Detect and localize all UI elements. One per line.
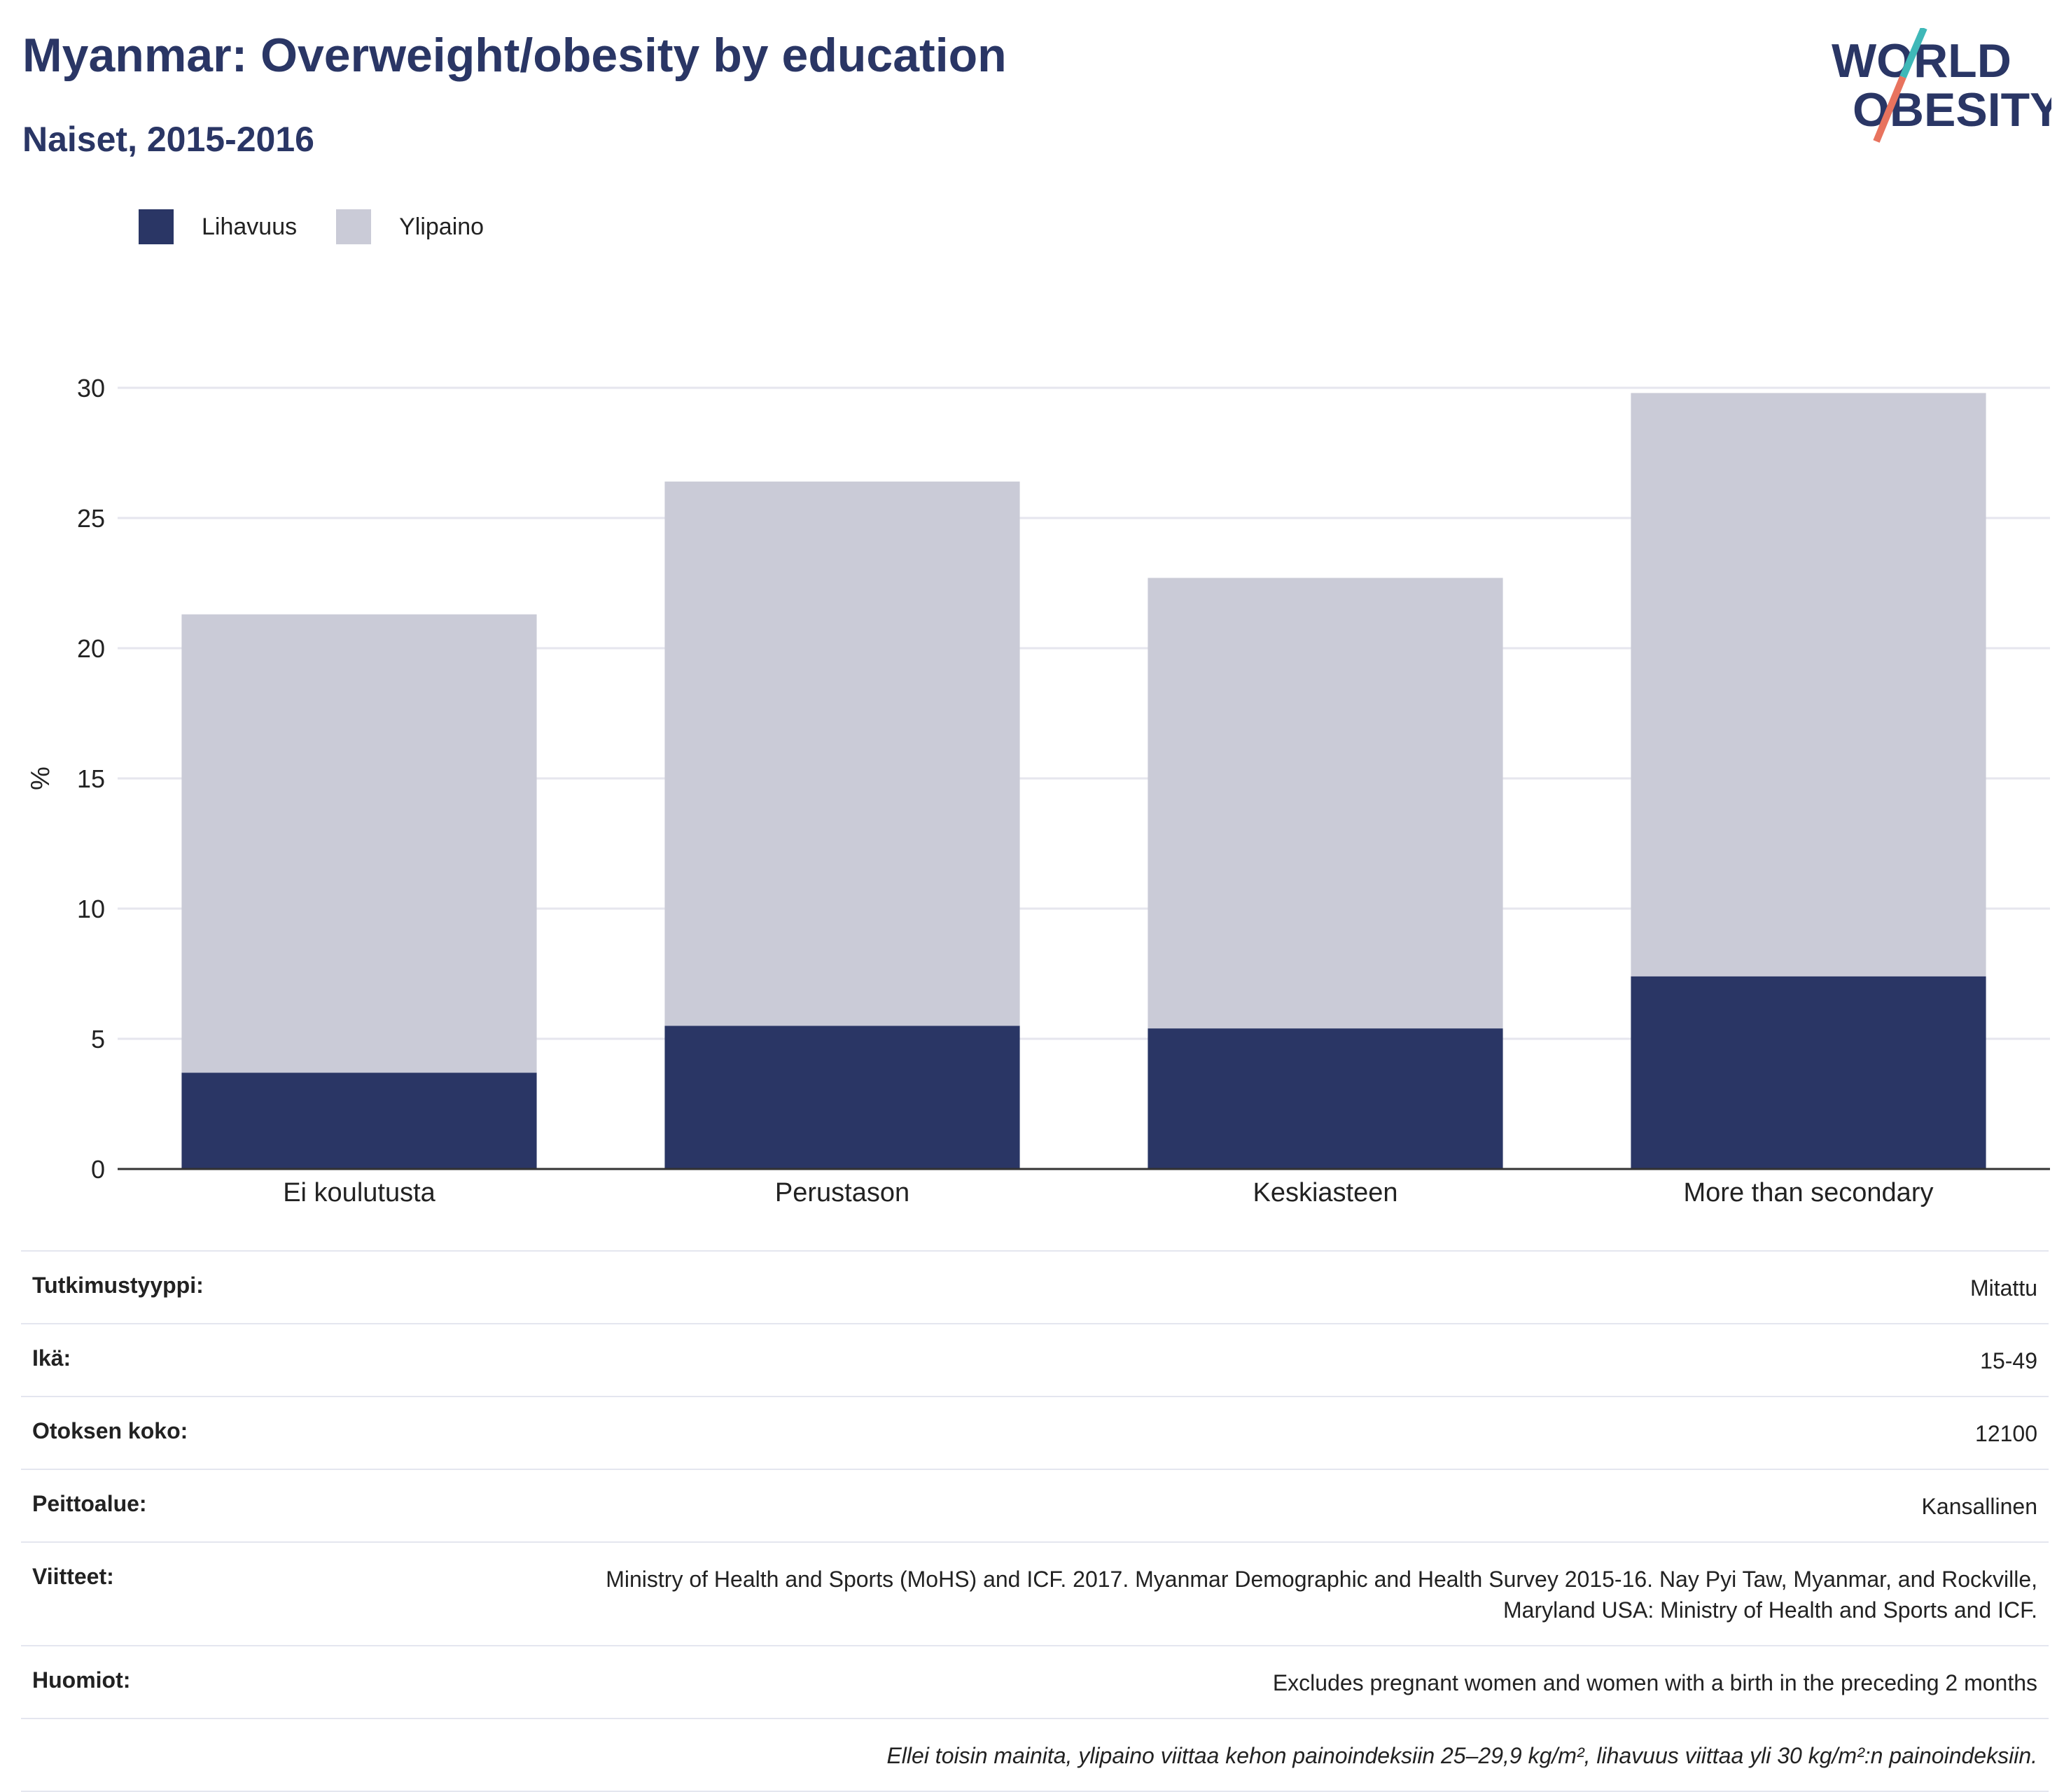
logo-line1: WORLD (1832, 34, 2011, 88)
info-value: Kansallinen (1921, 1494, 2037, 1519)
info-label: Tutkimustyyppi: (32, 1273, 204, 1298)
y-tick-label: 20 (77, 634, 105, 663)
legend-label-overweight: Ylipaino (399, 213, 484, 240)
y-tick-label: 30 (77, 374, 105, 402)
info-row: Ikä: 15-49 (21, 1323, 2049, 1396)
y-axis-label: % (26, 766, 55, 790)
info-row: Peittoalue: Kansallinen (21, 1469, 2049, 1541)
y-tick-label: 0 (91, 1155, 105, 1184)
page-subtitle: Naiset, 2015-2016 (22, 120, 314, 159)
y-tick-label: 10 (77, 895, 105, 923)
info-value: 15-49 (1980, 1348, 2037, 1373)
info-label: Otoksen koko: (32, 1418, 188, 1443)
info-label: Ikä: (32, 1345, 71, 1371)
footnote-row: Ellei toisin mainita, ylipaino viittaa k… (21, 1718, 2049, 1792)
info-row: Huomiot: Excludes pregnant women and wome… (21, 1645, 2049, 1718)
bar-obesity-2 (1148, 1028, 1503, 1169)
info-value: Mitattu (1969, 1275, 2037, 1301)
legend: Lihavuus Ylipaino (139, 209, 523, 245)
x-tick-label: More than secondary (1684, 1178, 1934, 1208)
x-tick-label: Ei koulutusta (283, 1178, 435, 1208)
footnote: Ellei toisin mainita, ylipaino viittaa k… (886, 1743, 2037, 1768)
y-tick-label: 25 (77, 504, 105, 533)
legend-swatch-overweight (336, 209, 372, 244)
logo-slash-coral (1873, 76, 1906, 143)
info-label: Viitteet: (32, 1564, 114, 1589)
info-value: 12100 (1975, 1421, 2037, 1446)
y-tick-label: 15 (77, 764, 105, 793)
bar-obesity-3 (1631, 976, 1986, 1169)
y-tick-label: 5 (91, 1025, 105, 1054)
info-table: Tutkimustyyppi: Mitattu Ikä: 15-49 Otoksen k… (21, 1250, 2049, 1792)
bar-overweight-0 (181, 614, 537, 1073)
logo-slash-teal (1899, 28, 1927, 78)
bar-overweight-3 (1631, 393, 1986, 976)
bar-overweight-1 (664, 481, 1020, 1026)
page-title: Myanmar: Overweight/obesity by education (22, 29, 1007, 82)
info-value: Ministry of Health and Sports (MoHS) and… (606, 1567, 2037, 1623)
bar-overweight-2 (1148, 578, 1503, 1029)
legend-item-overweight[interactable]: Ylipaino (336, 209, 484, 244)
info-row: Tutkimustyyppi: Mitattu (21, 1250, 2049, 1323)
bar-obesity-0 (181, 1072, 537, 1169)
info-value: Excludes pregnant women and women with a… (1272, 1670, 2037, 1695)
info-row: Otoksen koko: 12100 (21, 1396, 2049, 1469)
x-tick-label: Keskiasteen (1253, 1178, 1397, 1208)
legend-swatch-obesity (139, 209, 174, 244)
info-row: Viitteet: Ministry of Health and Sports (… (21, 1541, 2049, 1645)
bar-obesity-1 (664, 1026, 1020, 1169)
world-obesity-logo: WORLD OBESITY (1832, 28, 2051, 143)
info-label: Peittoalue: (32, 1491, 147, 1516)
bar-chart: 0 5 10 15 20 25 30% Ei koulutusta Perustason Kesk… (26, 374, 2050, 1208)
legend-item-obesity[interactable]: Lihavuus (139, 209, 297, 244)
legend-label-obesity: Lihavuus (202, 213, 298, 240)
x-tick-label: Perustason (775, 1178, 909, 1208)
info-label: Huomiot: (32, 1667, 131, 1693)
